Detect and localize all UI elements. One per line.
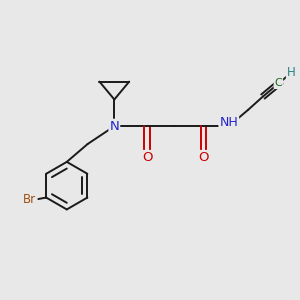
Text: N: N <box>110 120 119 133</box>
Text: O: O <box>198 151 209 164</box>
Text: C: C <box>274 78 282 88</box>
Text: O: O <box>142 151 152 164</box>
Text: Br: Br <box>23 193 36 206</box>
Text: H: H <box>287 66 296 79</box>
Text: NH: NH <box>219 116 238 129</box>
